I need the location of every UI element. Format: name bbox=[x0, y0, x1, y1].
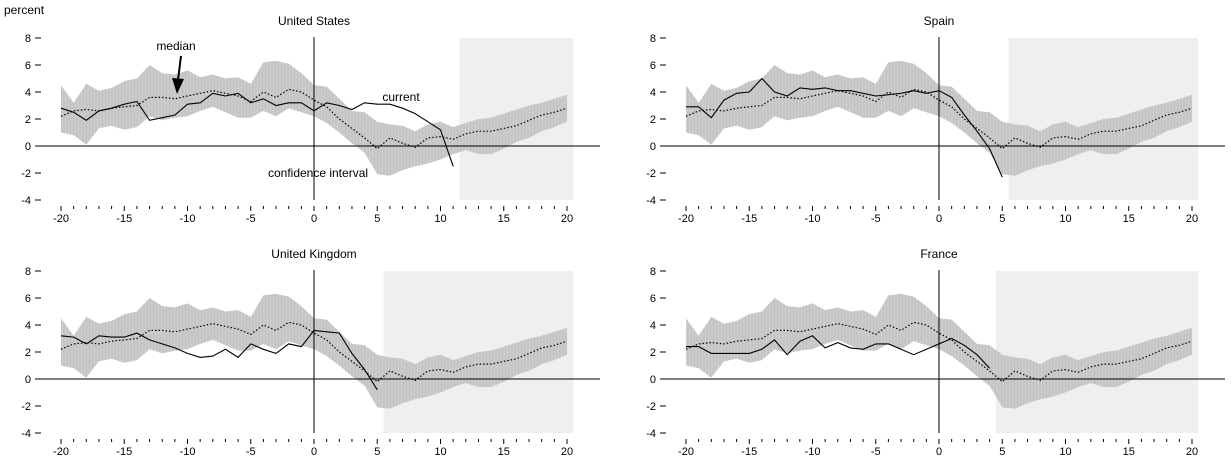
x-tick-label: 20 bbox=[1186, 213, 1198, 225]
y-tick-label: 2 bbox=[650, 347, 656, 359]
x-tick-label: -5 bbox=[246, 446, 256, 458]
y-tick-label: 4 bbox=[25, 87, 31, 99]
x-tick-label: -15 bbox=[116, 446, 132, 458]
x-tick-label: -5 bbox=[871, 213, 881, 225]
panel-title: France bbox=[920, 247, 958, 261]
x-tick-label: 15 bbox=[1123, 446, 1135, 458]
x-tick-label: 10 bbox=[434, 446, 446, 458]
y-tick-label: 2 bbox=[25, 347, 31, 359]
median-line bbox=[685, 88, 1193, 150]
y-tick-label: 2 bbox=[650, 114, 656, 126]
y-tick-label: -4 bbox=[21, 195, 31, 207]
annotation-median: median bbox=[156, 39, 195, 53]
x-tick-label: 0 bbox=[311, 213, 317, 225]
annotation-arrow bbox=[177, 55, 182, 81]
current-line bbox=[686, 335, 991, 369]
y-tick-label: -2 bbox=[646, 168, 656, 180]
x-tick-label: -10 bbox=[805, 446, 821, 458]
y-tick-label: -2 bbox=[21, 401, 31, 413]
y-tick-label: 8 bbox=[650, 33, 656, 45]
x-tick-label: 10 bbox=[1059, 446, 1071, 458]
confidence-band bbox=[686, 293, 1192, 409]
y-tick-label: -4 bbox=[646, 428, 656, 440]
x-tick-label: 20 bbox=[561, 446, 573, 458]
y-tick-label: 2 bbox=[25, 114, 31, 126]
y-tick-label: -4 bbox=[21, 428, 31, 440]
annotation-current: current bbox=[382, 90, 420, 104]
x-tick-label: -15 bbox=[741, 446, 757, 458]
x-tick-label: -20 bbox=[678, 213, 694, 225]
y-tick-label: -2 bbox=[646, 401, 656, 413]
y-tick-label: 0 bbox=[650, 374, 656, 386]
y-tick-label: 8 bbox=[25, 266, 31, 278]
y-tick-label: 8 bbox=[25, 33, 31, 45]
current-line bbox=[686, 77, 1003, 178]
median-line bbox=[60, 321, 568, 383]
current-line bbox=[60, 329, 378, 391]
current-line bbox=[60, 92, 454, 167]
x-tick-label: 20 bbox=[1186, 446, 1198, 458]
x-tick-label: -20 bbox=[53, 213, 69, 225]
x-tick-label: 5 bbox=[374, 213, 380, 225]
x-tick-label: 15 bbox=[498, 446, 510, 458]
median-line bbox=[685, 321, 1193, 383]
x-tick-label: 15 bbox=[1123, 213, 1135, 225]
y-tick-label: 8 bbox=[650, 266, 656, 278]
x-tick-label: 0 bbox=[936, 446, 942, 458]
y-tick-label: 4 bbox=[650, 87, 656, 99]
confidence-band bbox=[61, 293, 567, 409]
x-tick-label: 0 bbox=[311, 446, 317, 458]
x-tick-label: 5 bbox=[374, 446, 380, 458]
y-tick-label: 6 bbox=[25, 293, 31, 305]
median-line bbox=[60, 88, 568, 150]
x-tick-label: 15 bbox=[498, 213, 510, 225]
x-tick-label: 0 bbox=[936, 213, 942, 225]
x-tick-label: 10 bbox=[434, 213, 446, 225]
y-tick-label: 4 bbox=[25, 320, 31, 332]
x-tick-label: -10 bbox=[805, 213, 821, 225]
panel-title: United States bbox=[278, 14, 350, 28]
x-tick-label: 5 bbox=[999, 446, 1005, 458]
confidence-band bbox=[61, 60, 567, 176]
x-tick-label: -10 bbox=[180, 446, 196, 458]
x-tick-label: -20 bbox=[678, 446, 694, 458]
y-tick-label: 4 bbox=[650, 320, 656, 332]
x-tick-label: 20 bbox=[561, 213, 573, 225]
y-unit-label: percent bbox=[4, 3, 45, 17]
y-tick-label: 6 bbox=[650, 60, 656, 72]
y-tick-label: 0 bbox=[25, 374, 31, 386]
x-tick-label: 10 bbox=[1059, 213, 1071, 225]
annotation-arrowhead bbox=[172, 78, 184, 94]
x-tick-label: -20 bbox=[53, 446, 69, 458]
x-tick-label: -15 bbox=[116, 213, 132, 225]
x-tick-label: -10 bbox=[180, 213, 196, 225]
x-tick-label: -5 bbox=[871, 446, 881, 458]
y-tick-label: -2 bbox=[21, 168, 31, 180]
panel-title: Spain bbox=[924, 14, 955, 28]
x-tick-label: -15 bbox=[741, 213, 757, 225]
annotation-confidence: confidence interval bbox=[268, 166, 368, 180]
panel-title: United Kingdom bbox=[271, 247, 356, 261]
y-tick-label: 0 bbox=[650, 141, 656, 153]
x-tick-label: -5 bbox=[246, 213, 256, 225]
y-tick-label: 6 bbox=[25, 60, 31, 72]
y-tick-label: -4 bbox=[646, 195, 656, 207]
y-tick-label: 0 bbox=[25, 141, 31, 153]
x-tick-label: 5 bbox=[999, 213, 1005, 225]
y-tick-label: 6 bbox=[650, 293, 656, 305]
